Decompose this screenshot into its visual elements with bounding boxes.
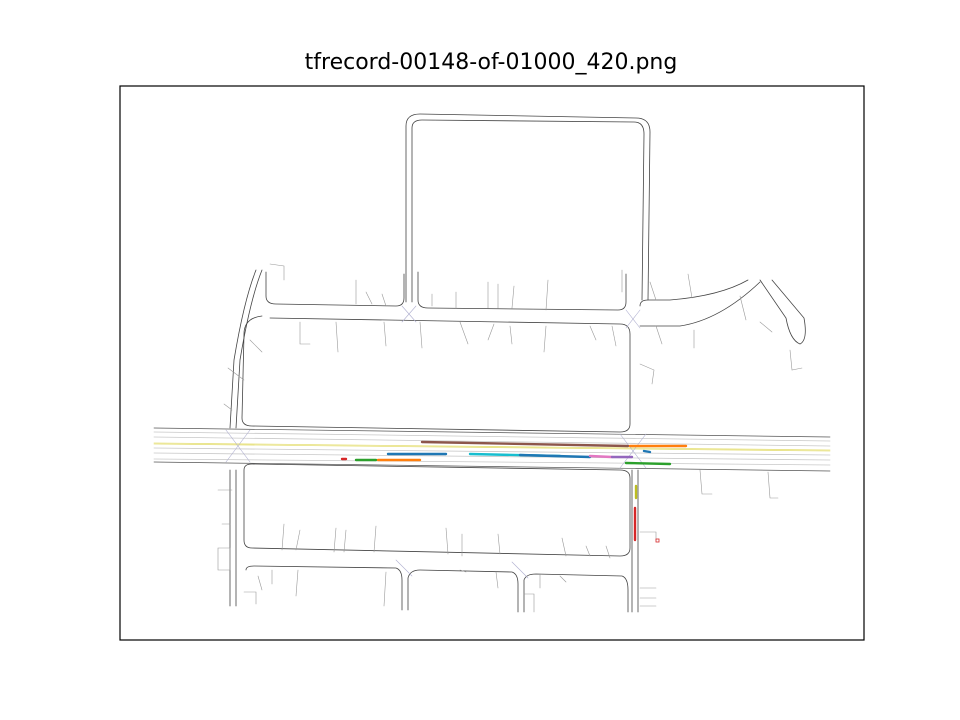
main-boulevard-yellow-centerline <box>153 442 831 452</box>
agent-trajectories <box>340 440 688 543</box>
driveways <box>217 263 803 613</box>
main-boulevard-lanes <box>153 431 831 466</box>
axes-frame <box>119 85 865 641</box>
figure-title: tfrecord-00148-of-01000_420.png <box>304 50 678 75</box>
crosswalks <box>225 305 647 579</box>
agent-track-7 <box>518 453 592 459</box>
main-boulevard-edges <box>153 427 831 472</box>
agent-marker <box>655 538 660 543</box>
agent-track-11 <box>624 461 672 466</box>
agent-track-0 <box>420 440 630 448</box>
block-edges <box>229 113 806 613</box>
road-network <box>153 113 831 613</box>
agent-track-10 <box>642 449 652 454</box>
agent-track-8 <box>588 454 614 459</box>
